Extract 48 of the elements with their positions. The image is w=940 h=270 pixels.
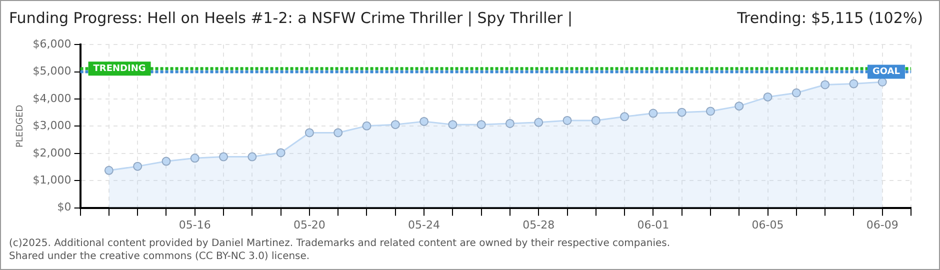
text: Shared under the creative commons (CC BY-NC 3.0) license. bbox=[9, 250, 311, 263]
point bbox=[448, 120, 458, 130]
point bbox=[420, 116, 429, 126]
y-tick-label: $0 bbox=[57, 200, 72, 214]
point bbox=[820, 80, 830, 90]
point bbox=[334, 128, 343, 138]
x-tick-label: 05-16 bbox=[178, 218, 211, 232]
y-tick-label: $3,000 bbox=[32, 119, 72, 132]
y-tick-label: $5,000 bbox=[32, 64, 72, 78]
point bbox=[677, 108, 686, 117]
chart-subtitle: Trending: $5,115 (102%) bbox=[737, 9, 923, 27]
point bbox=[476, 120, 486, 130]
point bbox=[763, 92, 772, 102]
y-tick-label: $2,000 bbox=[32, 146, 72, 160]
point bbox=[706, 106, 715, 116]
point bbox=[390, 120, 400, 130]
point bbox=[104, 166, 114, 175]
y-tick-label: $1,000 bbox=[32, 173, 72, 186]
point bbox=[162, 156, 171, 166]
point bbox=[648, 108, 658, 118]
point bbox=[133, 162, 142, 171]
point bbox=[620, 112, 630, 122]
text: (c)2025. Additional content provided by Daniel Martinez. Trademarks and related content are owned by their respective companies. bbox=[9, 237, 670, 250]
point bbox=[534, 118, 544, 127]
x-tick-label: 05-20 bbox=[293, 218, 326, 232]
point bbox=[304, 128, 314, 138]
point bbox=[562, 116, 572, 125]
point bbox=[248, 152, 257, 162]
x-tick-label: 06-09 bbox=[866, 218, 898, 232]
x-tick-label: 05-24 bbox=[408, 218, 440, 232]
point bbox=[792, 88, 801, 98]
point bbox=[362, 121, 372, 130]
ref-line-label: TRENDING bbox=[93, 64, 146, 74]
point bbox=[190, 154, 200, 163]
y-tick-label: $4,000 bbox=[32, 92, 72, 105]
x-tick-label: 06-05 bbox=[752, 218, 784, 232]
y-tick-label: $6,000 bbox=[32, 37, 72, 50]
y-axis-title: PLEDGED bbox=[16, 104, 26, 148]
point bbox=[591, 116, 600, 125]
ref-line-label: GOAL bbox=[872, 67, 900, 78]
point bbox=[849, 79, 858, 88]
point bbox=[219, 152, 228, 162]
point bbox=[276, 148, 286, 158]
point bbox=[505, 118, 514, 128]
x-tick-label: 06-01 bbox=[637, 218, 670, 232]
x-tick-label: 05-28 bbox=[522, 218, 555, 232]
chart-title: Funding Progress: Hell on Heels #1-2: a NSFW Crime Thriller | Spy Thriller | bbox=[9, 9, 572, 27]
point bbox=[734, 102, 744, 111]
